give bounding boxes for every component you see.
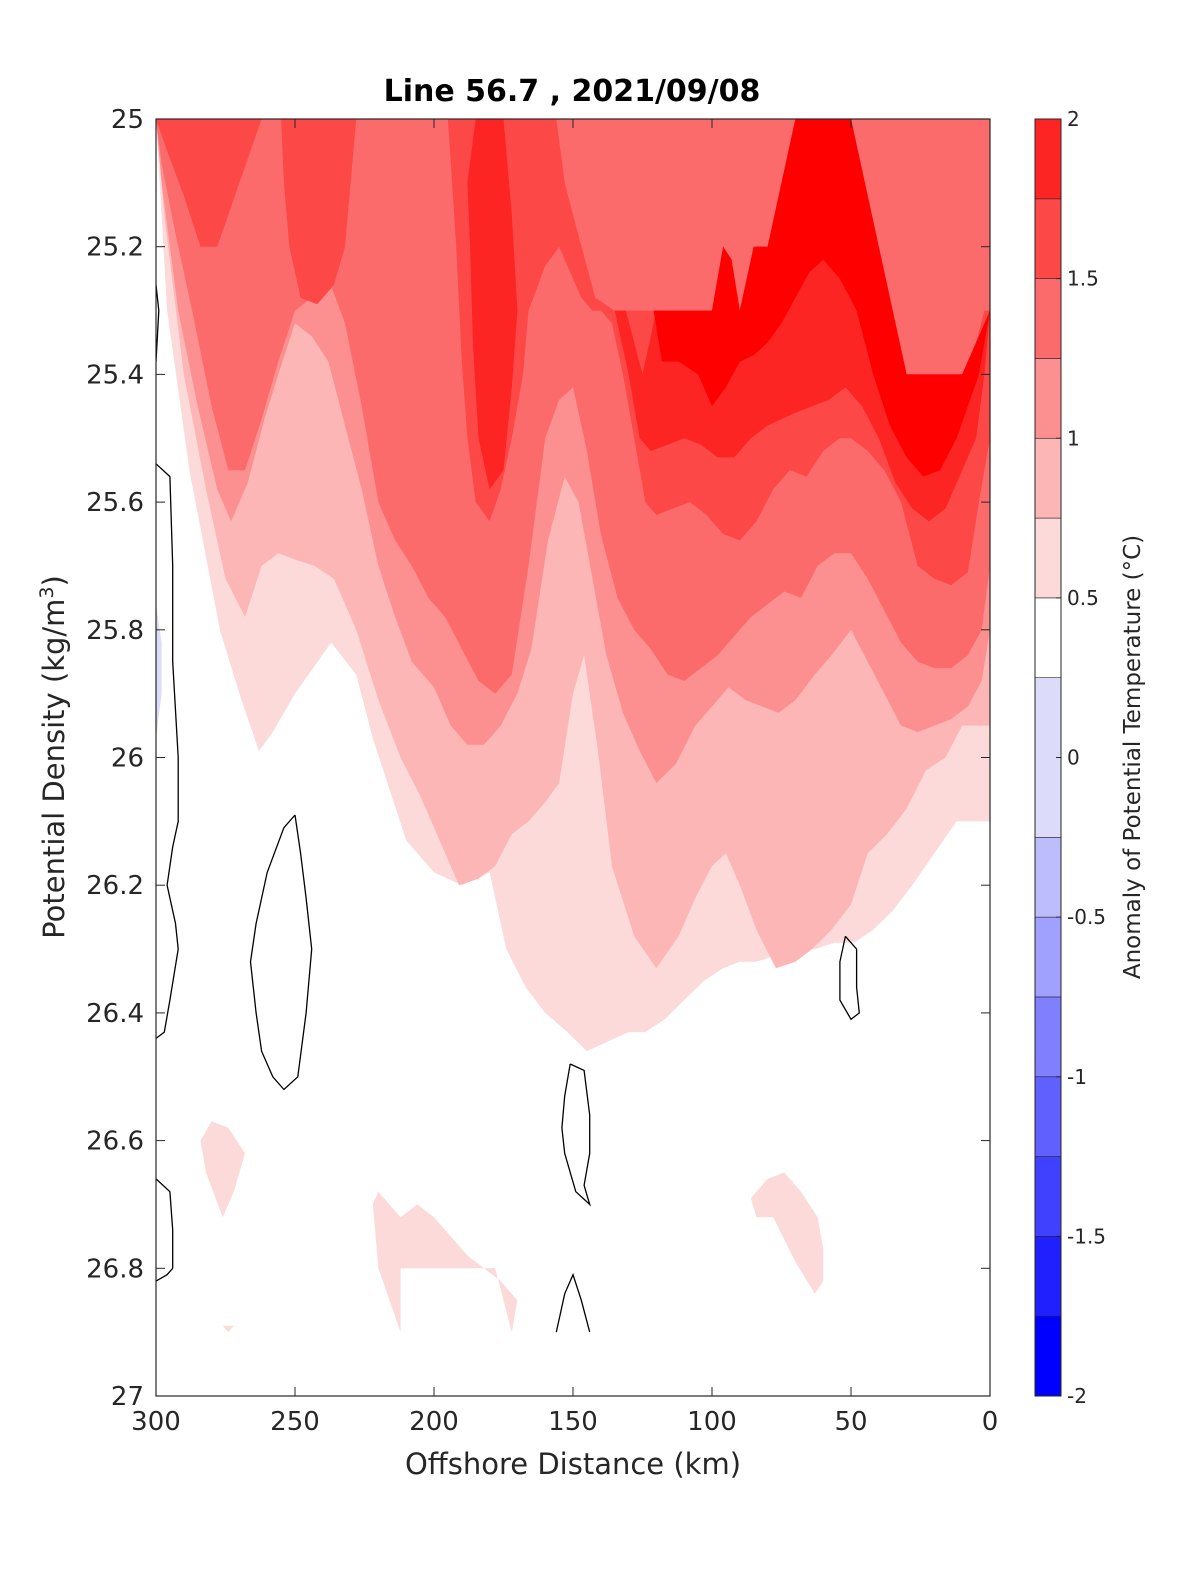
zero-contour-0 (156, 284, 160, 362)
colorbar-tick-label: 1.5 (1067, 267, 1099, 291)
y-tick-label: 25.8 (86, 616, 144, 646)
zero-contour-6 (839, 935, 860, 1021)
colorbar-cell (1034, 118, 1062, 200)
contour-band-1_5-8 (467, 119, 518, 490)
x-tick-label: 300 (131, 1407, 181, 1437)
colorbar-cell (1034, 996, 1062, 1078)
contour-band-1_25-6 (281, 119, 357, 305)
contour-band-1_75-10 (653, 119, 990, 477)
y-tick-label: 26 (111, 744, 144, 774)
colorbar-cell (1034, 837, 1062, 918)
colorbar-cell (1034, 358, 1062, 439)
zero-contour-1 (156, 463, 157, 465)
x-axis: 300 250 200 150 100 50 0 (131, 119, 998, 1437)
x-tick-label: 150 (548, 1407, 598, 1437)
y-tick-label: 25.6 (86, 488, 144, 518)
x-axis-label: Offshore Distance (km) (405, 1447, 741, 1481)
x-tick-label: 200 (409, 1407, 459, 1437)
colorbar-cell (1034, 916, 1062, 998)
colorbar-label: Anomaly of Potential Temperature (°C) (1120, 535, 1146, 979)
contour-band-1_25-5 (156, 119, 262, 247)
contour-band-0_25-14 (222, 1325, 234, 1333)
colorbar-tick-label: -2 (1067, 1384, 1087, 1408)
zero-contour-7 (555, 1272, 591, 1333)
y-tick-label: 27 (111, 1382, 144, 1412)
colorbar-ticks: -2 -1.5 -1 -0.5 0 0.5 1 1.5 2 (1056, 107, 1106, 1408)
colorbar: -2 -1.5 -1 -0.5 0 0.5 1 1.5 2 Anomaly of Potenti… (1034, 107, 1146, 1408)
y-tick-label: 26.8 (86, 1254, 144, 1284)
contour-band-0_25-12 (372, 1191, 518, 1333)
y-tick-label: 26.6 (86, 1127, 144, 1157)
colorbar-tick-label: -0.5 (1067, 905, 1106, 929)
y-axis-label-sup: 3 (36, 586, 58, 598)
contour-band-0_25-13 (750, 1172, 824, 1294)
y-axis-label-close: ) (37, 575, 71, 586)
y-axis-label-main: Potential Density (kg/m (37, 599, 71, 939)
y-tick-label: 25 (111, 105, 144, 135)
plot-area: 300 250 200 150 100 50 0 2525.225.425.625.8262… (86, 105, 998, 1437)
colorbar-cell (1034, 1315, 1062, 1397)
zero-contour-2 (156, 463, 179, 1039)
zero-contour-5 (561, 1063, 591, 1207)
zero-contour-3 (156, 1178, 174, 1282)
colorbar-cell (1034, 597, 1062, 678)
y-axis-label: Potential Density (kg/m3) (36, 575, 71, 939)
y-tick-label: 25.4 (86, 360, 144, 390)
colorbar-cell (1034, 198, 1062, 279)
colorbar-tick-label: 0 (1067, 746, 1080, 770)
colorbar-cell (1034, 278, 1062, 359)
x-tick-label: 100 (687, 1407, 737, 1437)
colorbar-tick-label: -1 (1067, 1065, 1087, 1089)
x-tick-label: 0 (982, 1407, 999, 1437)
colorbar-cells (1034, 118, 1062, 1397)
x-tick-label: 250 (270, 1407, 320, 1437)
colorbar-tick-label: 1 (1067, 426, 1080, 450)
colorbar-cell (1034, 517, 1062, 599)
contour-band-0_25-11 (200, 1121, 245, 1218)
y-tick-label: 26.2 (86, 871, 144, 901)
y-axis: 25 25.2 25.4 25.6 25.8 26 26.2 26.4 26.6 26.8 27 (86, 105, 990, 1412)
colorbar-cell (1034, 437, 1062, 519)
y-tick-label: 25.2 (86, 233, 144, 263)
colorbar-tick-label: 0.5 (1067, 586, 1099, 610)
zero-contour-group (156, 284, 860, 1333)
colorbar-cell (1034, 1236, 1062, 1317)
chart-title: Line 56.7 , 2021/09/08 (384, 74, 761, 109)
zero-contour-4 (249, 814, 313, 1091)
x-tick-label: 50 (834, 1407, 867, 1437)
y-tick-label: 26.4 (86, 999, 144, 1029)
colorbar-cell (1034, 1076, 1062, 1157)
colorbar-cell (1034, 1156, 1062, 1237)
colorbar-tick-label: -1.5 (1067, 1224, 1106, 1248)
contour-band-neg0_25-0 (156, 604, 162, 739)
colorbar-tick-label: 2 (1067, 107, 1080, 131)
contour-fill-group (156, 119, 990, 1333)
